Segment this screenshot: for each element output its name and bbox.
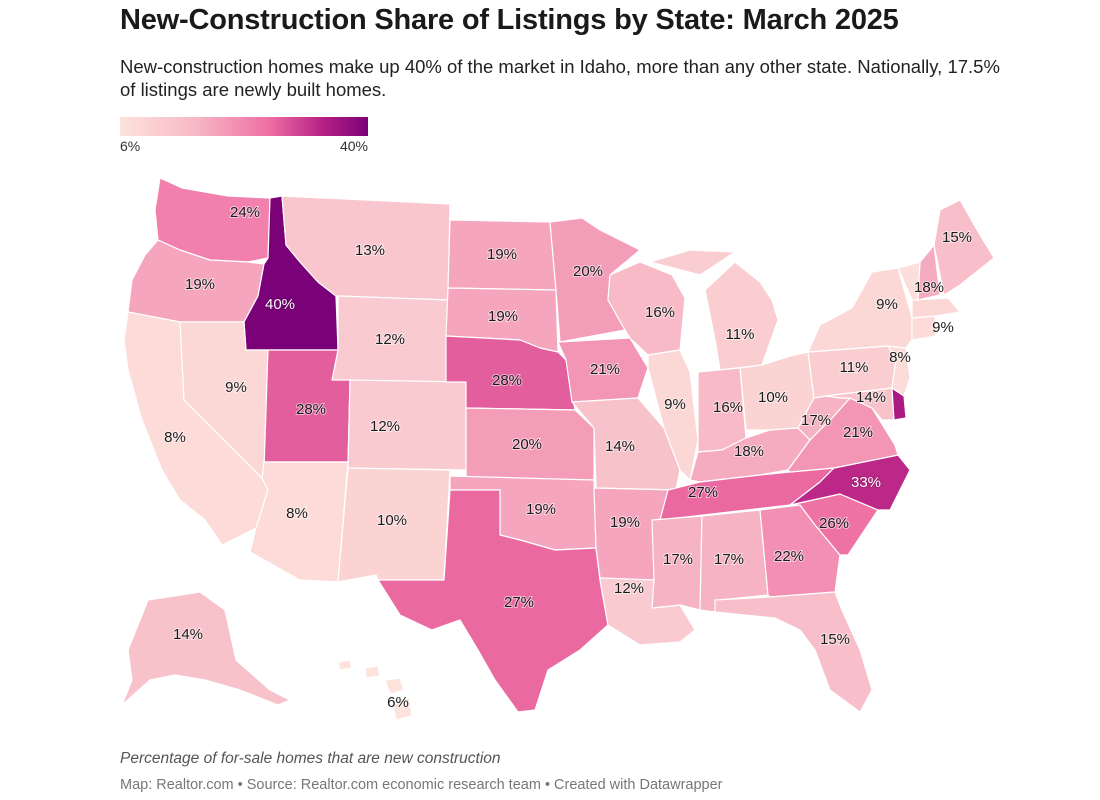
- state-label-NM: 10%: [377, 512, 407, 529]
- state-label-NC: 33%: [851, 474, 881, 491]
- state-TX[interactable]: [377, 489, 609, 713]
- state-label-MT: 13%: [355, 242, 385, 259]
- state-label-KS: 20%: [512, 436, 542, 453]
- state-label-FL: 15%: [820, 631, 850, 648]
- state-label-HI: 6%: [387, 694, 409, 711]
- state-label-GA: 22%: [774, 548, 804, 565]
- state-label-PA: 11%: [840, 359, 869, 376]
- page-subtitle: New-construction homes make up 40% of th…: [120, 56, 1000, 100]
- state-label-UT: 28%: [296, 401, 326, 418]
- state-NC[interactable]: [789, 454, 911, 511]
- state-label-WV: 17%: [801, 412, 831, 429]
- state-label-AR: 19%: [610, 514, 640, 531]
- state-MA[interactable]: [911, 297, 961, 319]
- state-label-SD: 19%: [488, 308, 518, 325]
- state-label-OK: 19%: [526, 501, 556, 518]
- state-label-WY: 12%: [375, 331, 405, 348]
- state-label-AZ: 8%: [286, 505, 308, 522]
- state-label-VA: 21%: [843, 424, 873, 441]
- state-HI[interactable]: [337, 659, 413, 721]
- state-label-AL: 17%: [714, 551, 744, 568]
- state-ME[interactable]: [933, 199, 995, 296]
- state-label-MN: 20%: [573, 263, 603, 280]
- state-label-OR: 19%: [185, 276, 215, 293]
- state-label-OH: 10%: [758, 389, 788, 406]
- state-label-TX: 27%: [504, 594, 534, 611]
- state-label-ME: 15%: [942, 229, 972, 246]
- state-label-IL: 9%: [664, 396, 686, 413]
- state-label-ID: 40%: [265, 296, 295, 313]
- state-label-LA: 12%: [614, 580, 644, 597]
- state-label-IA: 21%: [590, 361, 620, 378]
- state-label-TN: 27%: [688, 484, 718, 501]
- state-label-KY: 18%: [734, 443, 764, 460]
- state-label-CA: 8%: [164, 429, 186, 446]
- state-label-MS: 17%: [663, 551, 693, 568]
- state-label-AK: 14%: [173, 626, 203, 643]
- state-label-NY: 9%: [876, 296, 898, 313]
- map-credit: Map: Realtor.com • Source: Realtor.com e…: [120, 777, 723, 793]
- state-label-WA: 24%: [230, 204, 260, 221]
- legend-gradient-bar: [120, 117, 368, 136]
- state-label-SC: 26%: [819, 515, 849, 532]
- state-label-CO: 12%: [370, 418, 400, 435]
- state-label-MA: 9%: [932, 319, 954, 336]
- state-label-NE: 28%: [492, 372, 522, 389]
- state-CO[interactable]: [347, 379, 467, 471]
- legend-labels: 6% 40%: [120, 138, 368, 158]
- state-label-MO: 14%: [605, 438, 635, 455]
- state-label-NJ: 8%: [889, 349, 911, 366]
- state-label-MI: 11%: [726, 326, 755, 343]
- page-title: New-Construction Share of Listings by St…: [120, 4, 899, 36]
- state-label-ND: 19%: [487, 246, 517, 263]
- state-AZ[interactable]: [249, 461, 349, 583]
- state-MO[interactable]: [571, 397, 681, 491]
- state-MI[interactable]: [649, 249, 779, 371]
- legend-max-label: 40%: [339, 138, 368, 154]
- state-KS[interactable]: [465, 407, 595, 481]
- color-legend: 6% 40%: [120, 117, 368, 158]
- state-label-NV: 9%: [225, 379, 247, 396]
- state-label-WI: 16%: [645, 304, 675, 321]
- state-NH[interactable]: [917, 244, 941, 301]
- state-label-IN: 16%: [713, 399, 743, 416]
- state-AK[interactable]: [121, 591, 291, 706]
- state-label-NH: 18%: [914, 279, 944, 296]
- map-caption: Percentage of for-sale homes that are ne…: [120, 750, 501, 767]
- state-label-MD: 14%: [856, 389, 886, 406]
- state-FL[interactable]: [714, 591, 873, 713]
- legend-min-label: 6%: [120, 138, 141, 154]
